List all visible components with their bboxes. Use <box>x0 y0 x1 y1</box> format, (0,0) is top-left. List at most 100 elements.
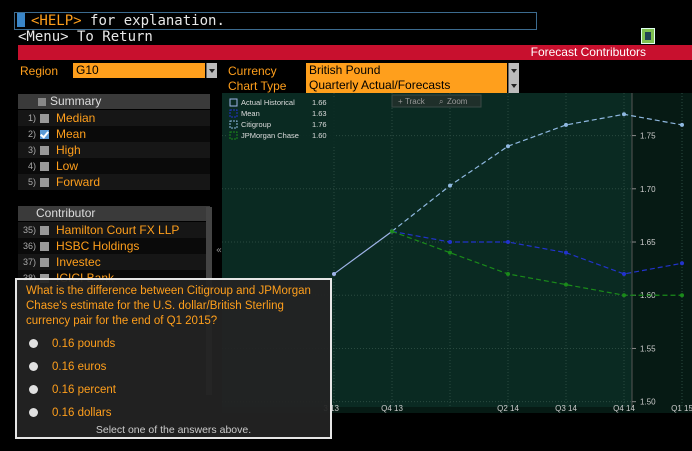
summary-item[interactable]: 1) Median <box>18 110 210 126</box>
checkbox[interactable] <box>40 146 49 155</box>
series <box>332 112 684 298</box>
data-point <box>564 250 568 255</box>
y-tick-label: 1.70 <box>640 185 656 194</box>
data-point <box>506 144 510 149</box>
data-point <box>680 293 684 298</box>
contributor-item-label: Hamilton Court FX LLP <box>56 223 180 237</box>
currency-value: British Pound <box>309 63 381 77</box>
zoom-button[interactable]: Zoom <box>447 97 468 106</box>
y-tick-label: 1.50 <box>640 398 656 407</box>
contributor-header-label: Contributor <box>36 206 96 220</box>
summary-item[interactable]: 4) Low <box>18 158 210 174</box>
summary-item-label: Median <box>56 111 96 125</box>
chart-toolbar: + Track ⌕ Zoom <box>391 94 482 108</box>
command-line[interactable]: <HELP> for explanation. <box>14 12 537 30</box>
contributor-item[interactable]: 36) HSBC Holdings <box>18 238 210 254</box>
chevron-down-icon[interactable] <box>508 78 519 93</box>
page-title: Forecast Contributors <box>530 45 646 59</box>
currency-label: Currency <box>228 64 277 78</box>
quiz-hint: Select one of the answers above. <box>95 424 252 436</box>
y-tick-label: 1.65 <box>640 238 656 247</box>
contributor-item[interactable]: 37) Investec <box>18 254 210 270</box>
x-tick-label: Q3 14 <box>555 404 577 413</box>
chevron-down-icon[interactable] <box>508 63 519 78</box>
track-button[interactable]: Track <box>405 97 426 106</box>
contributor-item[interactable]: 35) Hamilton Court FX LLP <box>18 222 210 238</box>
data-point <box>680 261 684 266</box>
region-select[interactable]: G10 <box>73 63 217 78</box>
data-point <box>622 271 626 276</box>
answer-label: 0.16 euros <box>52 361 107 373</box>
chevron-down-icon[interactable] <box>206 63 217 78</box>
data-point <box>622 112 626 117</box>
data-point <box>332 271 336 276</box>
row-number: 3) <box>27 145 36 155</box>
series-line-3 <box>391 230 682 296</box>
legend: Actual Historical 1.66 Mean 1.63 Citigroup 1.… <box>226 97 336 147</box>
title-bar: Forecast Contributors <box>18 45 692 60</box>
row-number: 2) <box>27 129 36 139</box>
legend-swatch <box>229 109 238 118</box>
menu-return-text: <Menu> To Return <box>18 29 153 45</box>
checkbox[interactable] <box>40 114 49 123</box>
radio-button[interactable] <box>29 362 38 371</box>
contributor-item-label: HSBC Holdings <box>56 239 140 253</box>
checkbox[interactable] <box>40 178 49 187</box>
data-point <box>448 240 452 245</box>
summary-item[interactable]: 2) Mean <box>18 126 210 142</box>
summary-item-label: Mean <box>56 127 87 141</box>
checkbox[interactable] <box>40 258 49 267</box>
summary-item[interactable]: 3) High <box>18 142 210 158</box>
legend-swatch <box>229 98 238 107</box>
region-value: G10 <box>76 63 99 77</box>
quiz-dialog: What is the difference between Citigroup… <box>15 278 332 439</box>
legend-label: Mean <box>241 109 260 118</box>
legend-label: Actual Historical <box>241 98 295 107</box>
checkbox[interactable] <box>40 130 49 139</box>
legend-label: Citigroup <box>241 120 271 129</box>
summary-header-label: Summary <box>50 94 102 108</box>
summary-item[interactable]: 5) Forward <box>18 174 210 190</box>
export-icon[interactable] <box>641 28 655 44</box>
collapse-icon <box>38 98 46 106</box>
command-text: for explanation. <box>90 13 225 29</box>
y-tick-label: 1.55 <box>640 344 656 353</box>
cursor-icon <box>17 13 25 27</box>
checkbox[interactable] <box>40 162 49 171</box>
radio-button[interactable] <box>29 339 38 348</box>
contributor-item-label: Investec <box>56 255 101 269</box>
radio-button[interactable] <box>29 408 38 417</box>
row-number: 4) <box>27 161 36 171</box>
x-tick-label: Q1 15 <box>671 404 692 413</box>
x-tick-label: Q4 14 <box>613 404 635 413</box>
radio-button[interactable] <box>29 385 38 394</box>
data-point <box>622 293 626 298</box>
x-tick-label: Q4 13 <box>381 404 403 413</box>
data-point <box>448 250 452 255</box>
chart-type-value: Quarterly Actual/Forecasts <box>309 78 451 92</box>
series-line-1 <box>391 230 683 275</box>
chart-type-select[interactable]: Quarterly Actual/Forecasts <box>306 78 519 93</box>
legend-value: 1.60 <box>312 131 327 140</box>
summary-item-label: Low <box>56 159 79 173</box>
chart-type-label: Chart Type <box>228 79 287 93</box>
collapse-panel-icon[interactable]: « <box>216 245 223 256</box>
data-point <box>506 271 510 276</box>
series-line-2 <box>391 113 683 232</box>
data-point <box>564 122 568 127</box>
currency-select[interactable]: British Pound <box>306 63 519 78</box>
legend-swatch <box>229 131 238 140</box>
summary-item-label: Forward <box>56 175 101 189</box>
grid <box>222 93 683 407</box>
region-label: Region <box>20 64 59 78</box>
contributor-header[interactable]: Contributor <box>18 206 210 221</box>
summary-item-label: High <box>56 143 81 157</box>
checkbox[interactable] <box>40 242 49 251</box>
row-number: 36) <box>22 241 36 251</box>
row-number: 37) <box>22 257 36 267</box>
checkbox[interactable] <box>40 226 49 235</box>
summary-header[interactable]: Summary <box>18 94 210 109</box>
magnifier-icon[interactable]: ⌕ <box>439 97 443 106</box>
crosshair-icon[interactable]: + <box>398 97 403 106</box>
help-key[interactable]: <HELP> <box>31 13 82 29</box>
